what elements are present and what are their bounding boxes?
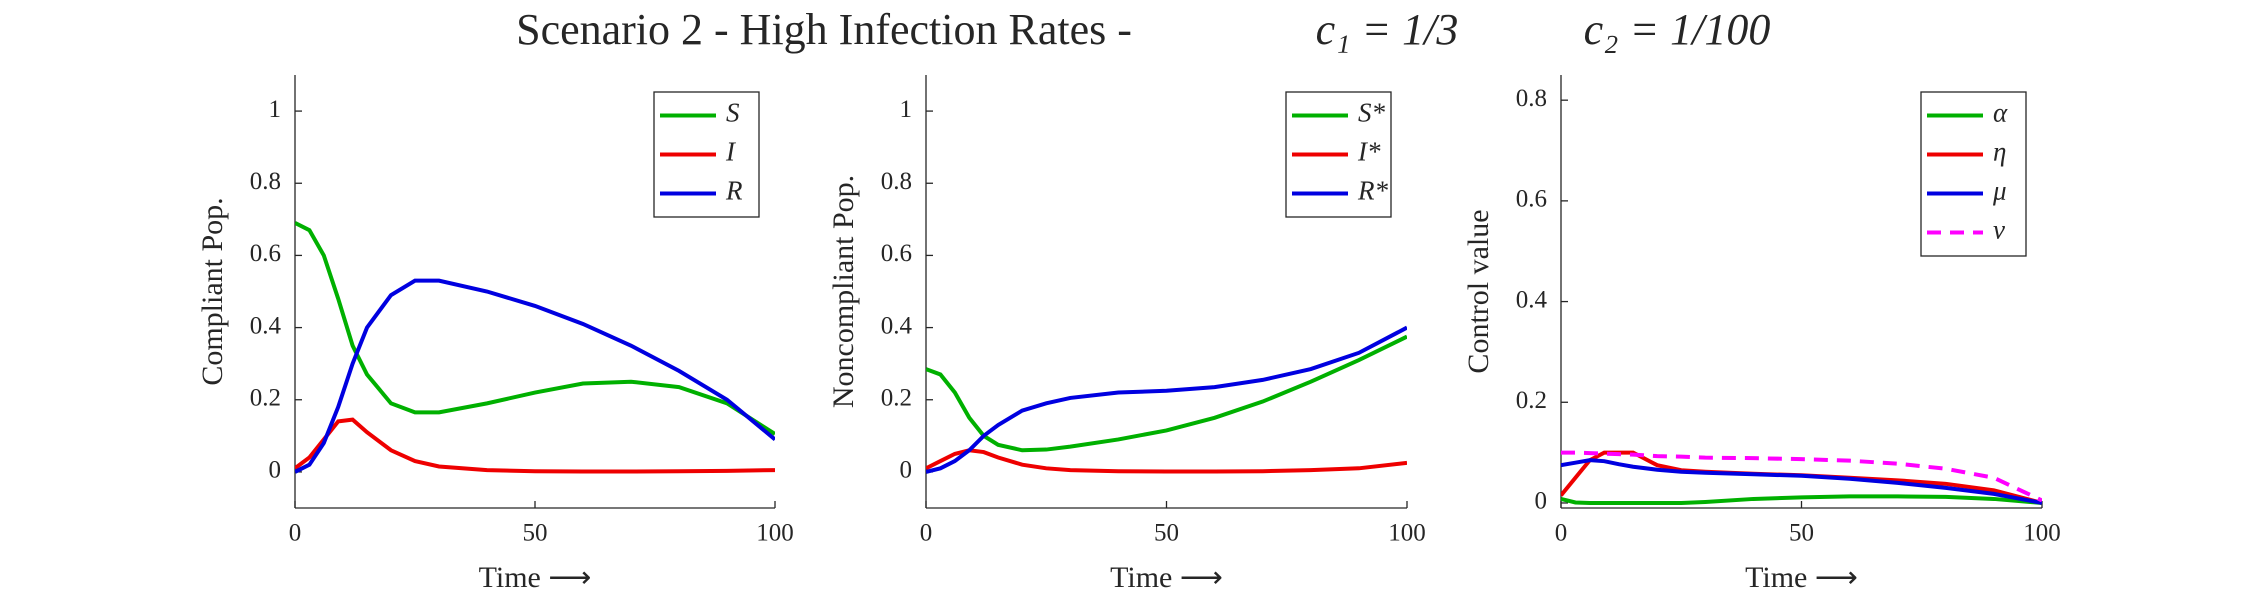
x-tick-label: 50 [1154,520,1179,547]
y-tick-label: 0 [900,457,913,484]
x-tick-label: 100 [2023,520,2061,547]
y-axis-label: Noncompliant Pop. [827,175,860,408]
legend-label: I [725,137,737,167]
series-line [295,417,775,474]
y-axis-label: Control value [1462,209,1495,373]
y-tick-label: 0.4 [250,312,282,339]
x-tick-label: 0 [920,520,933,547]
y-tick-label: 0.2 [1516,387,1547,414]
y-axis-label: Compliant Pop. [196,197,229,385]
y-tick-label: 0.2 [881,384,912,411]
series-line [926,334,1407,453]
y-tick-label: 0 [1535,488,1548,515]
series-line [1561,458,2042,505]
y-tick-label: 0.8 [881,168,912,195]
y-tick-label: 1 [900,96,913,123]
y-tick-label: 0.6 [1516,186,1547,213]
y-tick-label: 0.8 [250,168,281,195]
y-tick-label: 0.4 [1516,286,1548,313]
legend-label: ν [1993,215,2005,245]
annotation: c₂ = 1/100 [1584,5,1771,54]
legend-label: R* [1357,176,1388,206]
legend-label: R [725,176,743,206]
series-line [926,325,1407,474]
x-tick-label: 0 [1555,520,1568,547]
x-axis-label: Time ⟶ [1745,561,1858,594]
x-axis-label: Time ⟶ [479,561,592,594]
series-line [926,448,1407,474]
x-tick-label: 100 [756,520,794,547]
x-tick-label: 0 [289,520,302,547]
legend-label: μ [1992,176,2007,206]
legend-label: η [1993,137,2006,167]
y-tick-label: 0.2 [250,384,281,411]
series-line [295,278,775,474]
y-tick-label: 0.8 [1516,85,1547,112]
legend-label: S* [1358,98,1386,128]
series-line [295,221,775,436]
legend-box [1920,91,2027,257]
legend-label: α [1993,98,2008,128]
legend-label: S [726,98,740,128]
legend-label: I* [1357,137,1381,167]
figure-title: Scenario 2 - High Infection Rates - [516,5,1132,54]
x-tick-label: 50 [523,520,548,547]
y-tick-label: 1 [269,96,282,123]
y-tick-label: 0.6 [881,240,912,267]
series-line [1561,450,2042,503]
y-tick-label: 0.4 [881,312,913,339]
x-axis-label: Time ⟶ [1110,561,1223,594]
x-tick-label: 100 [1388,520,1426,547]
y-tick-label: 0 [269,457,282,484]
x-tick-label: 50 [1789,520,1814,547]
y-tick-label: 0.6 [250,240,281,267]
series-line [1561,494,2042,505]
annotation: c₁ = 1/3 [1316,5,1459,54]
